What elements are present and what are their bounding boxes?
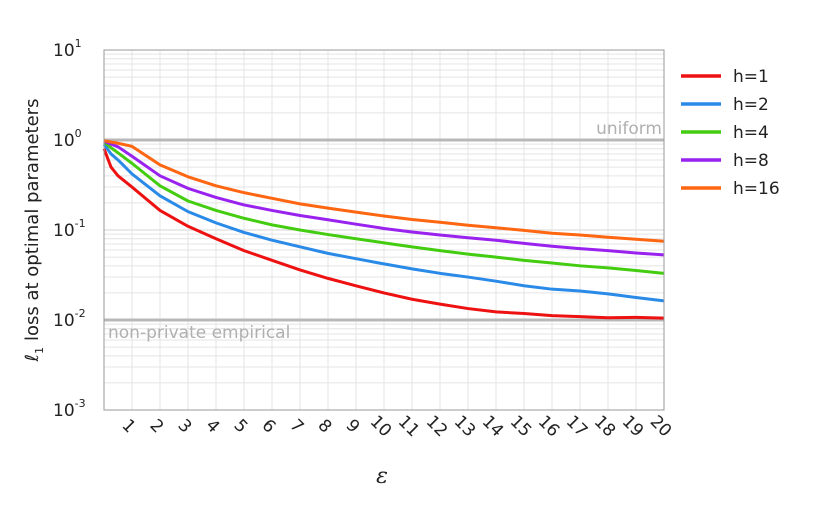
y-tick-label: 10-1 (53, 217, 86, 241)
series-line (103, 140, 665, 275)
x-tick-label: 16 (534, 412, 563, 441)
legend-label: h=8 (733, 151, 769, 171)
y-axis-subscript: 1 (33, 347, 46, 354)
reference-lines (104, 138, 664, 322)
legend-label: h=16 (733, 179, 780, 199)
x-tick-label: 12 (422, 412, 451, 441)
x-tick-label: 17 (562, 412, 591, 441)
series-line (102, 143, 665, 303)
svg-text:ℓ1loss at optimal parameters: ℓ1 loss at optimal parameters (22, 99, 46, 363)
non-private-empirical-annotation: non-private empirical (108, 323, 290, 343)
y-tick-label: 100 (53, 127, 82, 151)
x-tick-label: 11 (394, 412, 423, 441)
x-tick-label: 18 (590, 412, 619, 441)
grid-layer (104, 50, 665, 411)
y-tick-label: 10-2 (53, 307, 86, 331)
y-tick-labels: 10-3 10-2 10-1 100 101 (53, 37, 86, 421)
x-tick-label: 10 (366, 412, 395, 441)
x-tick-label: 13 (450, 412, 479, 441)
x-tick-label: 3 (174, 416, 196, 438)
series-line (102, 148, 665, 320)
series-layer (102, 139, 665, 320)
x-tick-label: 9 (342, 416, 364, 438)
legend-label: h=4 (733, 123, 769, 143)
x-tick-label: 15 (506, 412, 535, 441)
x-tick-label: 6 (258, 416, 280, 438)
x-tick-label: 2 (146, 416, 168, 438)
y-axis-label: ℓ1 loss at optimal parameters (22, 99, 46, 363)
x-tick-label: 1 (118, 416, 140, 438)
y-axis-symbol: ℓ (22, 354, 43, 362)
x-tick-label: 14 (478, 412, 507, 441)
legend-label: h=2 (733, 95, 769, 115)
series-line (103, 139, 665, 257)
y-axis-text: loss at optimal parameters (22, 99, 43, 342)
uniform-annotation: uniform (596, 119, 662, 139)
x-tick-label: 5 (230, 416, 252, 438)
plot-frame (103, 49, 665, 411)
x-tick-label: 8 (314, 416, 336, 438)
x-tick-label: 7 (286, 416, 308, 438)
x-tick-label: 19 (618, 412, 647, 441)
x-tick-label: 4 (202, 416, 224, 438)
x-axis-label: ε (376, 464, 388, 489)
legend: h=1 h=2 h=4 h=8 h=16 (681, 67, 780, 199)
legend-label: h=1 (733, 67, 769, 87)
series-line (103, 139, 665, 243)
y-tick-label: 10-3 (53, 397, 86, 421)
y-tick-label: 101 (53, 37, 82, 61)
x-tick-label: 20 (646, 412, 675, 441)
